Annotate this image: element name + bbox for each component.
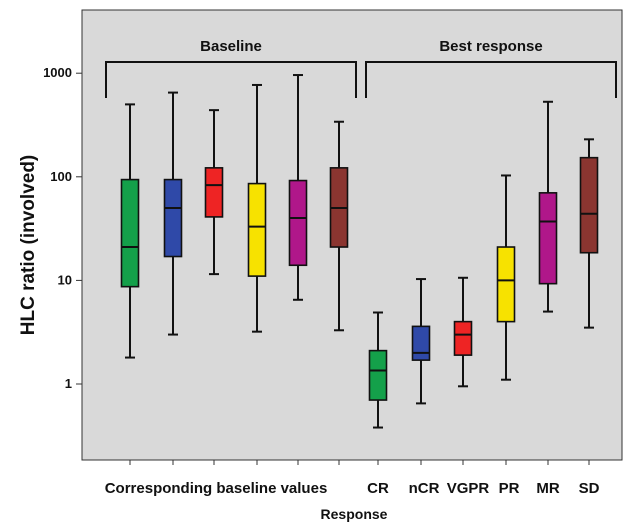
- baseline-vgpr-iqr-box: [204, 167, 224, 218]
- baseline-bracket: [105, 61, 357, 98]
- response-pr-box: [496, 174, 516, 381]
- baseline-vgpr-box: [204, 109, 224, 276]
- x-axis: CR nCR VGPR PR MR SD: [129, 460, 600, 497]
- x-axis-title: Response: [321, 506, 388, 522]
- response-vgpr-box: [453, 276, 473, 388]
- y-tick-label: 1: [65, 376, 72, 391]
- y-tick-label: 1000: [43, 65, 72, 80]
- baseline-cr-box: [120, 103, 140, 359]
- x-tick-label-mr: MR: [536, 480, 559, 497]
- group-brackets: Baseline Best response: [105, 38, 617, 98]
- y-tick-label: 100: [50, 169, 72, 184]
- boxes: [120, 74, 599, 429]
- baseline-sd-box: [329, 120, 349, 332]
- response-mr-box: [538, 100, 558, 313]
- baseline-pr-box: [247, 83, 267, 333]
- x-tick-label-cr: CR: [367, 480, 389, 497]
- baseline-mr-iqr-box: [288, 179, 308, 267]
- y-tick-label: 10: [58, 272, 72, 287]
- y-axis-title: HLC ratio (involved): [18, 155, 39, 336]
- response-sd-iqr-box: [579, 156, 599, 254]
- response-cr-box: [368, 311, 388, 429]
- response-cr-iqr-box: [368, 349, 388, 401]
- x-tick-label-vgpr: VGPR: [447, 480, 490, 497]
- x-tick-label-sd: SD: [579, 480, 600, 497]
- response-pr-iqr-box: [496, 246, 516, 323]
- baseline-pr-iqr-box: [247, 182, 267, 277]
- best-response-group-label: Best response: [439, 38, 542, 55]
- best-response-bracket: [365, 61, 617, 98]
- response-ncr-iqr-box: [411, 325, 431, 361]
- y-axis: 1 10 100 1000: [43, 65, 82, 391]
- baseline-ncr-box: [163, 91, 183, 336]
- response-vgpr-iqr-box: [453, 320, 473, 356]
- baseline-ncr-iqr-box: [163, 178, 183, 258]
- response-ncr-box: [411, 278, 431, 405]
- response-mr-iqr-box: [538, 192, 558, 285]
- baseline-group-label: Baseline: [200, 38, 262, 55]
- baseline-cr-iqr-box: [120, 178, 140, 288]
- response-sd-box: [579, 138, 599, 329]
- x-tick-label-ncr: nCR: [409, 480, 440, 497]
- baseline-axis-label: Corresponding baseline values: [105, 480, 328, 497]
- x-tick-label-pr: PR: [499, 480, 520, 497]
- baseline-mr-box: [288, 74, 308, 301]
